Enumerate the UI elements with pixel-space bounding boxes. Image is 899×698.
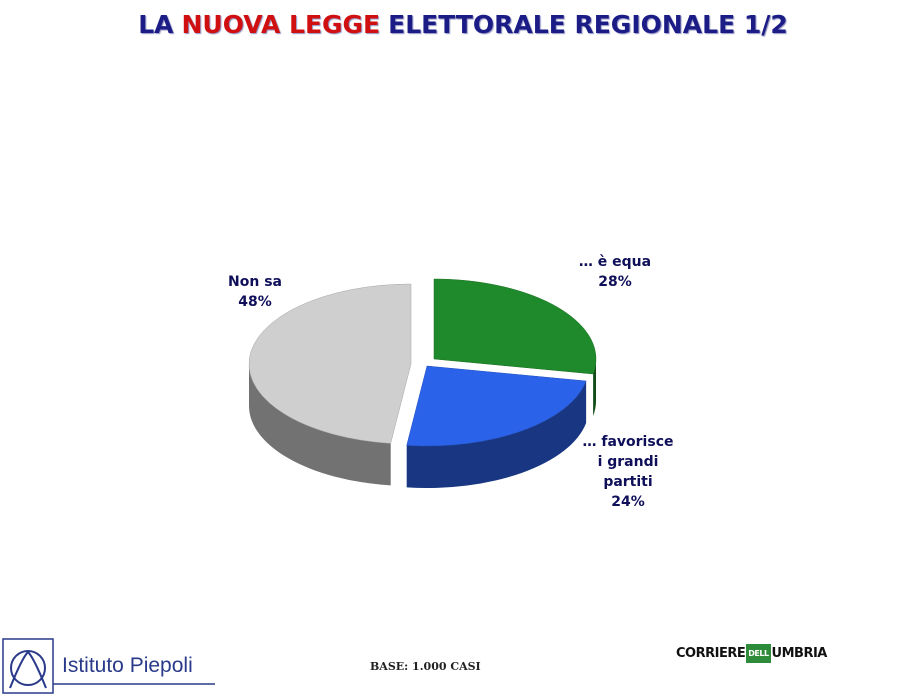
logo-piepoli: Istituto Piepoli	[2, 638, 215, 694]
slice-label: … favorisce i grandi partiti 24%	[578, 432, 678, 512]
logo-word: DELL	[746, 644, 771, 663]
category-label: … è equa	[578, 254, 652, 270]
logo-circle	[10, 650, 46, 686]
pie-chart	[248, 278, 597, 488]
value-label: 28%	[598, 274, 632, 290]
title-part: NUOVA LEGGE	[181, 10, 381, 39]
slice-label: … è equa 28%	[560, 252, 670, 292]
value-label: 24%	[611, 494, 645, 510]
logo-text: Istituto Piepoli	[62, 654, 193, 677]
logo-corriere: CORRIERE DELL UMBRIA	[676, 644, 827, 663]
logo-frame	[2, 638, 54, 694]
logo-word: UMBRIA	[771, 646, 828, 661]
chart-title: LA NUOVA LEGGE ELETTORALE REGIONALE 1/2	[0, 10, 899, 39]
slice-side	[593, 359, 596, 416]
pie-slice	[433, 278, 597, 375]
title-part: LA	[138, 10, 174, 39]
category-label: Non sa	[228, 274, 282, 290]
pie-slice	[406, 365, 587, 447]
category-label: … favorisce i grandi partiti	[582, 434, 674, 490]
value-label: 48%	[238, 294, 272, 310]
slice-side	[406, 380, 587, 488]
slice-side	[249, 364, 391, 486]
slice-label: Non sa 48%	[200, 272, 310, 312]
pie-slice	[248, 283, 412, 444]
title-part: ELETTORALE REGIONALE 1/2	[388, 10, 788, 39]
logo-word: CORRIERE	[676, 646, 746, 661]
base-note: BASE: 1.000 CASI	[370, 660, 481, 673]
logo-mark	[9, 650, 47, 689]
